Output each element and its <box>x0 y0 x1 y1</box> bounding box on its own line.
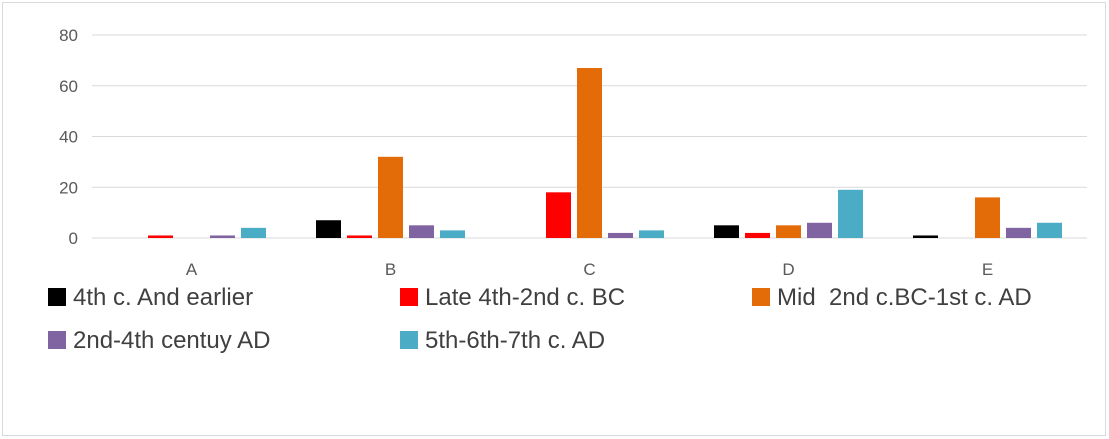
legend-swatch <box>48 331 66 349</box>
bar-A-series-2 <box>148 235 173 238</box>
legend-swatch <box>400 288 418 306</box>
bar-C-series-4 <box>608 232 633 238</box>
bar-C-series-5 <box>639 230 664 238</box>
x-category-label: C <box>583 260 595 279</box>
bar-D-series-5 <box>838 189 863 238</box>
y-tick-label: 80 <box>59 26 78 45</box>
bar-D-series-1 <box>714 225 739 238</box>
x-category-label: D <box>782 260 794 279</box>
bar-D-series-3 <box>776 225 801 238</box>
bar-C-series-3 <box>577 67 602 238</box>
x-category-label: E <box>982 260 993 279</box>
legend-label: 5th-6th-7th c. AD <box>425 327 605 354</box>
legend: 4th c. And earlier Late 4th-2nd c. BC Mid … <box>48 284 1032 354</box>
bar-E-series-3 <box>975 197 1000 238</box>
bar-B-series-3 <box>378 156 403 238</box>
legend-label: Mid 2nd c.BC-1st c. AD <box>777 284 1032 311</box>
x-axis-category-labels: A B C D E <box>186 260 993 279</box>
x-category-label: B <box>385 260 396 279</box>
bar-D-series-2 <box>745 232 770 238</box>
legend-swatch <box>400 331 418 349</box>
y-tick-label: 60 <box>59 77 78 96</box>
bars <box>148 67 1062 238</box>
bar-E-series-5 <box>1037 222 1062 238</box>
y-tick-label: 20 <box>59 178 78 197</box>
bar-E-series-1 <box>913 235 938 238</box>
y-tick-label: 40 <box>59 128 78 147</box>
y-axis-tick-labels: 0 20 40 60 80 <box>59 26 78 248</box>
bar-B-series-1 <box>316 220 341 238</box>
bar-B-series-5 <box>440 230 465 238</box>
legend-label: Late 4th-2nd c. BC <box>425 284 625 311</box>
legend-swatch <box>48 288 66 306</box>
legend-label: 4th c. And earlier <box>73 284 253 311</box>
bar-D-series-4 <box>807 222 832 238</box>
bar-B-series-4 <box>409 225 434 238</box>
y-tick-label: 0 <box>69 229 78 248</box>
x-category-label: A <box>186 260 198 279</box>
bar-A-series-5 <box>241 227 266 238</box>
legend-label: 2nd-4th centuy AD <box>73 327 270 354</box>
legend-swatch <box>752 288 770 306</box>
bar-E-series-4 <box>1006 227 1031 238</box>
bar-C-series-2 <box>546 192 571 238</box>
bar-A-series-4 <box>210 235 235 238</box>
bar-B-series-2 <box>347 235 372 238</box>
